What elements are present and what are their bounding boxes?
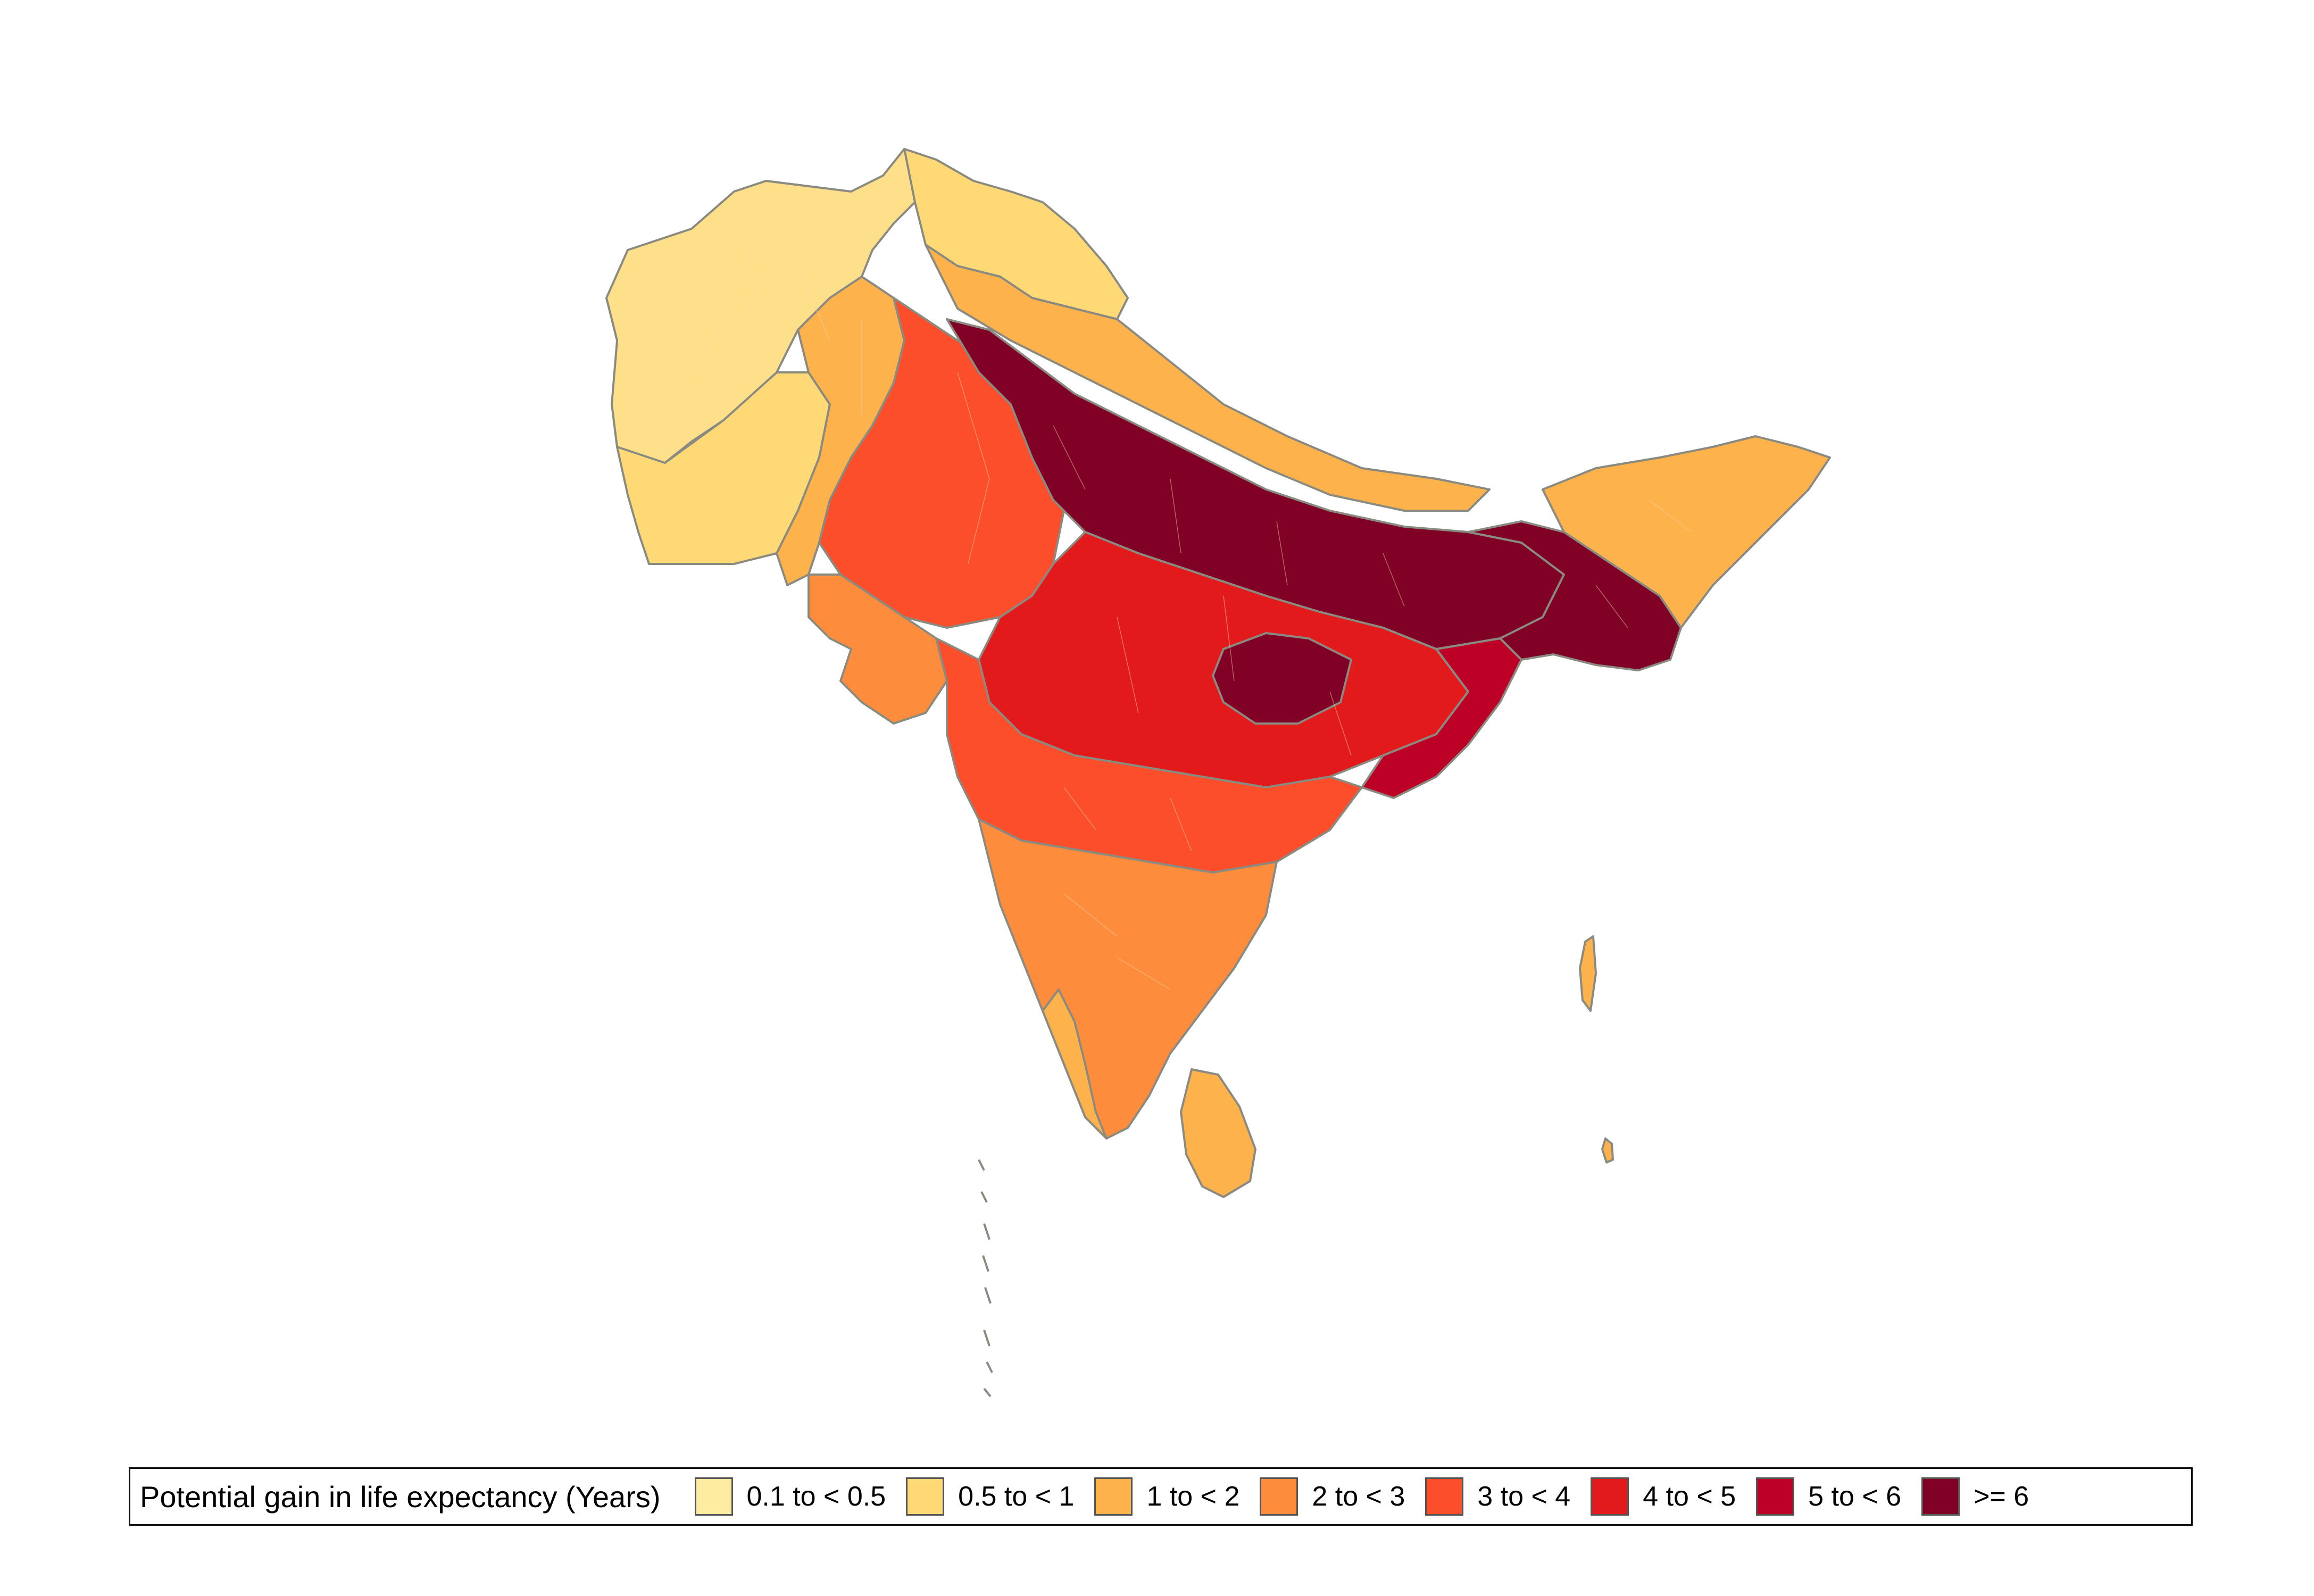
legend-label: 5 to < 6 bbox=[1808, 1481, 1902, 1512]
region-northeast-india bbox=[1542, 435, 1831, 629]
region-south-india bbox=[978, 818, 1278, 1140]
legend-label: 2 to < 3 bbox=[1312, 1481, 1405, 1512]
region-himalaya-foothills bbox=[925, 244, 1491, 512]
legend-item: 3 to < 4 bbox=[1425, 1477, 1570, 1516]
legend-item: 0.5 to < 1 bbox=[906, 1477, 1074, 1516]
legend-label: 1 to < 2 bbox=[1146, 1481, 1240, 1512]
legend-label: 0.5 to < 1 bbox=[958, 1481, 1075, 1512]
legend-swatch bbox=[1756, 1477, 1795, 1516]
legend-label: >= 6 bbox=[1974, 1481, 2029, 1512]
region-sri-lanka bbox=[1180, 1068, 1256, 1198]
region-deccan-north bbox=[935, 637, 1363, 874]
legend-item: 5 to < 6 bbox=[1756, 1477, 1901, 1516]
legend-swatch bbox=[1425, 1477, 1464, 1516]
legend-label: 3 to < 4 bbox=[1477, 1481, 1571, 1512]
legend-items: 0.1 to < 0.5 0.5 to < 1 1 to < 2 2 to < … bbox=[694, 1477, 2029, 1516]
legend-label: 4 to < 5 bbox=[1643, 1481, 1736, 1512]
map-legend: Potential gain in life expectancy (Years… bbox=[129, 1467, 2193, 1526]
region-kerala bbox=[1042, 988, 1108, 1140]
legend-swatch bbox=[694, 1477, 733, 1516]
region-maldives bbox=[978, 1159, 993, 1398]
region-nicobar-islands bbox=[1601, 1137, 1614, 1163]
region-gujarat bbox=[808, 573, 948, 725]
legend-swatch bbox=[1094, 1477, 1133, 1516]
legend-item: 0.1 to < 0.5 bbox=[694, 1477, 886, 1516]
district-lines bbox=[680, 223, 1692, 990]
legend-swatch bbox=[1921, 1477, 1960, 1516]
legend-item: 2 to < 3 bbox=[1260, 1477, 1405, 1516]
region-odisha bbox=[1361, 627, 1522, 799]
legend-swatch bbox=[906, 1477, 945, 1516]
legend-title: Potential gain in life expectancy (Years… bbox=[140, 1479, 661, 1514]
legend-label: 0.1 to < 0.5 bbox=[746, 1481, 886, 1512]
map-regions bbox=[605, 148, 1831, 1398]
legend-item: 4 to < 5 bbox=[1591, 1477, 1736, 1516]
legend-swatch bbox=[1591, 1477, 1629, 1516]
legend-swatch bbox=[1260, 1477, 1298, 1516]
region-jharkhand bbox=[1212, 632, 1352, 725]
region-andaman-islands bbox=[1579, 935, 1597, 1012]
legend-item: 1 to < 2 bbox=[1094, 1477, 1239, 1516]
legend-item: >= 6 bbox=[1921, 1477, 2029, 1516]
